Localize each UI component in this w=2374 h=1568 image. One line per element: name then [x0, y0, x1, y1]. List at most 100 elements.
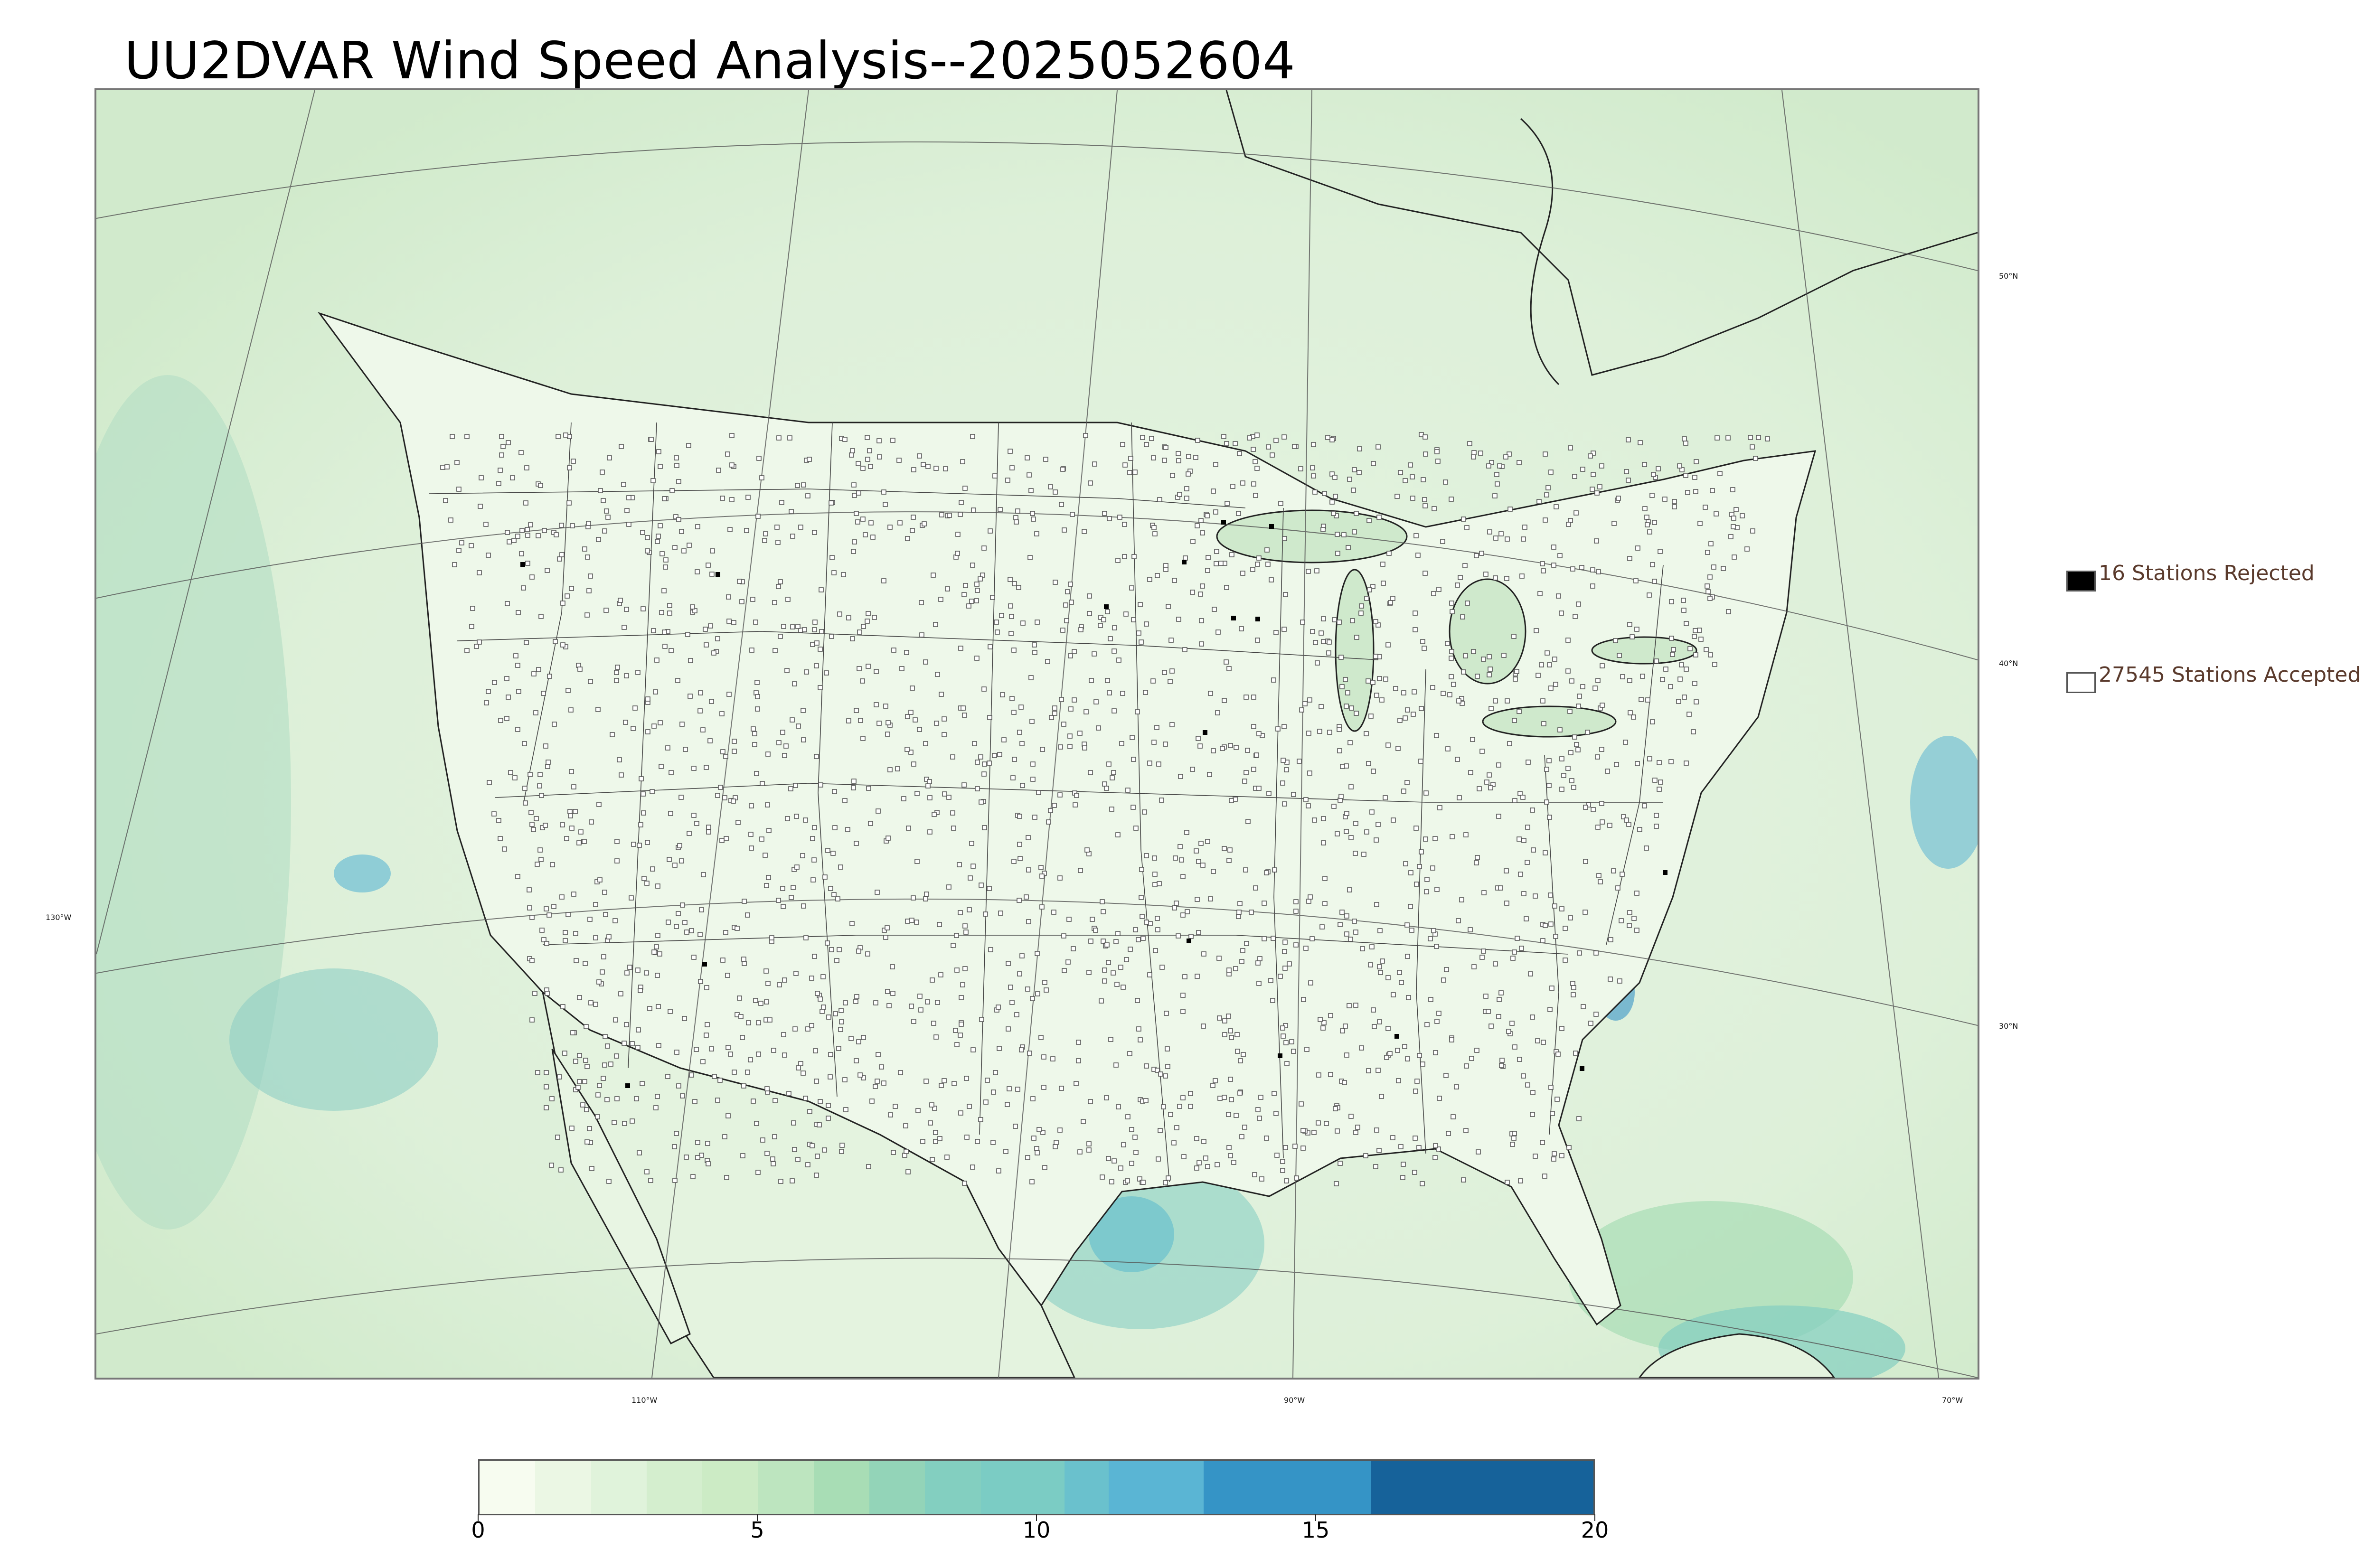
accepted-station-marker — [1173, 855, 1178, 861]
accepted-station-marker — [1677, 463, 1682, 469]
accepted-station-marker — [1391, 817, 1396, 823]
accepted-station-marker — [498, 836, 503, 841]
accepted-station-marker — [911, 467, 916, 472]
accepted-station-marker — [1693, 652, 1698, 657]
accepted-station-marker — [1262, 936, 1267, 941]
accepted-station-marker — [1163, 445, 1168, 450]
accepted-station-marker — [1654, 824, 1659, 829]
accepted-station-marker — [819, 629, 824, 634]
accepted-station-marker — [1316, 1072, 1321, 1078]
colorbar-segment — [535, 1461, 591, 1514]
accepted-station-marker — [971, 507, 976, 513]
accepted-station-marker — [1692, 634, 1697, 639]
accepted-station-marker — [680, 1093, 685, 1099]
accepted-station-marker — [1697, 521, 1703, 526]
accepted-station-marker — [647, 1006, 652, 1011]
accepted-station-marker — [1390, 1135, 1395, 1140]
accepted-station-marker — [870, 535, 876, 540]
accepted-station-marker — [1435, 459, 1441, 464]
accepted-station-marker — [1496, 814, 1501, 819]
accepted-station-marker — [1057, 792, 1063, 798]
accepted-station-marker — [1434, 944, 1439, 949]
accepted-station-marker — [810, 877, 816, 883]
accepted-station-marker — [987, 761, 992, 766]
accepted-station-marker — [667, 603, 672, 608]
accepted-station-marker — [1019, 741, 1025, 746]
accepted-station-marker — [1552, 1151, 1557, 1156]
accepted-station-marker — [1088, 939, 1093, 944]
accepted-station-marker — [869, 1099, 875, 1104]
accepted-station-marker — [1217, 1015, 1222, 1021]
accepted-station-marker — [1616, 496, 1621, 501]
accepted-station-marker — [657, 951, 662, 957]
accepted-station-marker — [582, 546, 587, 552]
accepted-station-marker — [924, 892, 929, 897]
accepted-station-marker — [1627, 910, 1632, 915]
accepted-station-marker — [755, 1170, 761, 1175]
accepted-station-marker — [1101, 617, 1106, 622]
accepted-station-marker — [1493, 961, 1498, 967]
accepted-station-marker — [908, 750, 914, 755]
accepted-station-marker — [1228, 1077, 1233, 1082]
lake-huron — [1449, 578, 1526, 685]
accepted-station-marker — [1469, 1056, 1474, 1061]
accepted-station-marker — [766, 875, 771, 880]
accepted-station-marker — [961, 592, 967, 597]
accepted-station-marker — [828, 1052, 833, 1057]
accepted-station-marker — [1236, 914, 1241, 919]
accepted-station-marker — [607, 455, 612, 460]
accepted-station-marker — [934, 721, 939, 726]
accepted-station-marker — [804, 669, 809, 675]
accepted-station-marker — [1423, 503, 1428, 508]
accepted-station-marker — [624, 508, 630, 513]
accepted-station-marker — [1031, 1136, 1036, 1141]
accepted-station-marker — [1104, 786, 1109, 791]
accepted-station-marker — [511, 538, 517, 543]
accepted-station-marker — [1239, 626, 1244, 631]
accepted-station-marker — [1554, 504, 1559, 509]
accepted-station-marker — [783, 743, 789, 749]
accepted-station-marker — [724, 1175, 729, 1180]
accepted-station-marker — [538, 857, 544, 862]
accepted-station-marker — [690, 604, 695, 610]
accepted-station-marker — [1380, 562, 1385, 567]
accepted-station-marker — [868, 520, 874, 526]
accepted-station-marker — [904, 747, 910, 752]
accepted-station-marker — [1147, 761, 1152, 766]
accepted-station-marker — [1201, 1023, 1206, 1029]
accepted-station-marker — [801, 903, 806, 909]
accepted-station-marker — [963, 930, 969, 935]
accepted-station-marker — [719, 838, 725, 843]
accepted-station-marker — [1251, 724, 1256, 729]
accepted-station-marker — [1621, 814, 1626, 819]
accepted-station-marker — [846, 718, 851, 723]
accepted-station-marker — [1224, 585, 1229, 590]
accepted-station-marker — [627, 965, 632, 970]
accepted-station-marker — [1229, 1097, 1234, 1102]
accepted-station-marker — [543, 823, 548, 828]
accepted-station-marker — [1111, 970, 1116, 976]
accepted-station-marker — [964, 1076, 969, 1081]
accepted-station-marker — [682, 1016, 687, 1021]
accepted-station-marker — [1434, 1019, 1440, 1024]
accepted-station-marker — [603, 608, 609, 613]
accepted-station-marker — [763, 853, 768, 858]
accepted-station-marker — [1685, 490, 1690, 495]
accepted-station-marker — [1107, 690, 1112, 695]
accepted-station-marker — [1178, 844, 1183, 849]
accepted-station-marker — [676, 517, 681, 522]
accepted-station-marker — [659, 764, 664, 769]
accepted-station-marker — [1408, 904, 1413, 909]
accepted-station-marker — [1077, 731, 1083, 736]
accepted-station-marker — [1130, 735, 1135, 740]
accepted-station-marker — [645, 729, 650, 734]
accepted-station-marker — [717, 1078, 723, 1083]
accepted-station-marker — [1067, 744, 1073, 749]
accepted-station-marker — [1352, 529, 1357, 535]
accepted-station-marker — [772, 600, 777, 605]
accepted-station-marker — [769, 935, 774, 940]
accepted-station-marker — [1693, 489, 1698, 494]
accepted-station-marker — [1347, 1003, 1352, 1008]
accepted-station-marker — [604, 1097, 610, 1102]
accepted-station-marker — [483, 522, 489, 527]
